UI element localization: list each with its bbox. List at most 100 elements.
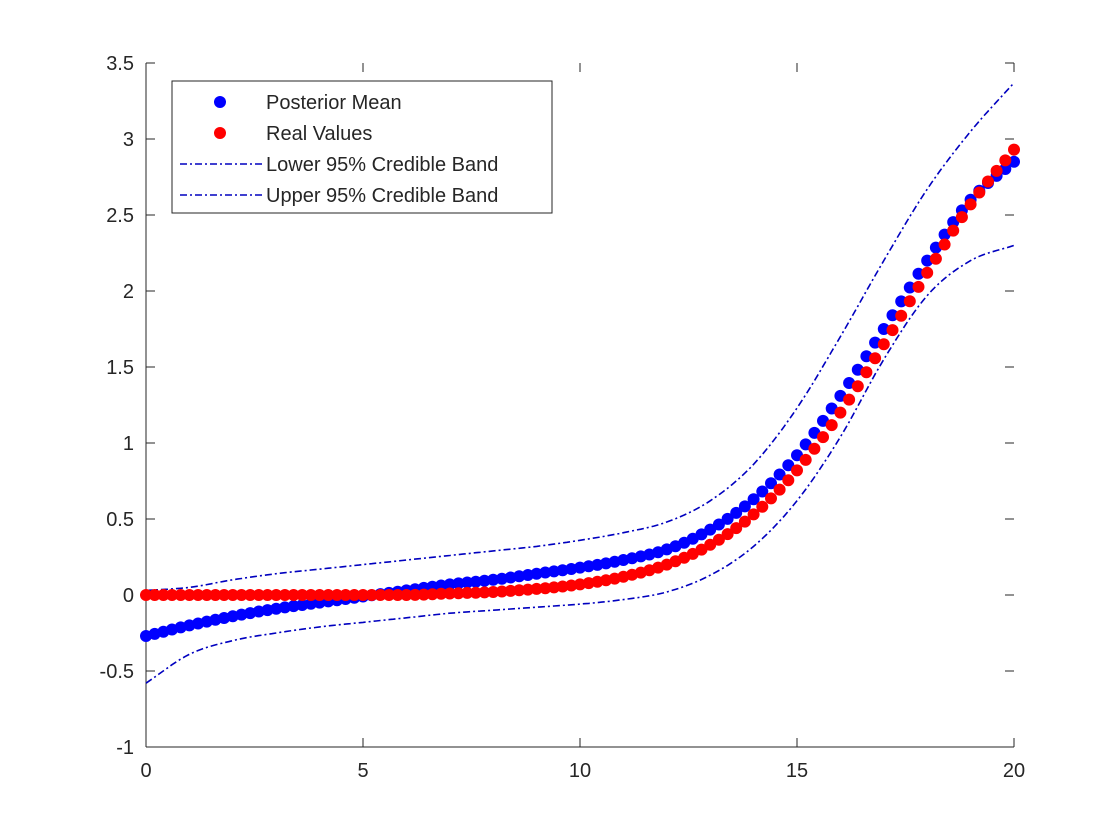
- data-point: [964, 198, 977, 211]
- y-tick-label: 1: [123, 433, 134, 455]
- data-point: [738, 515, 751, 528]
- data-point: [730, 506, 743, 519]
- data-point: [426, 588, 439, 601]
- data-point: [773, 483, 786, 496]
- data-point: [539, 582, 552, 595]
- data-point: [296, 589, 309, 601]
- legend-item: Lower 95% Credible Band: [180, 154, 498, 176]
- series-lower-95-credible-band: [145, 244, 1015, 684]
- x-tick-label: 0: [140, 760, 151, 782]
- data-point: [348, 589, 361, 601]
- data-point: [895, 295, 908, 308]
- data-point: [721, 528, 734, 541]
- data-point: [565, 579, 578, 592]
- data-point: [409, 588, 422, 601]
- data-point: [304, 589, 317, 601]
- data-point: [799, 453, 812, 466]
- series-layer: [140, 82, 1020, 684]
- data-point: [244, 589, 257, 601]
- data-point: [391, 589, 404, 601]
- x-tick-label: 5: [357, 760, 368, 782]
- data-point: [738, 500, 751, 513]
- data-point: [461, 586, 474, 599]
- data-point: [539, 566, 552, 579]
- legend-label: Lower 95% Credible Band: [266, 154, 498, 176]
- data-point: [903, 281, 916, 294]
- y-tick-label: 0: [123, 585, 134, 607]
- data-point: [556, 580, 569, 593]
- data-point: [443, 578, 456, 591]
- y-tick-label: 2.5: [106, 205, 134, 227]
- data-point: [947, 216, 960, 229]
- data-point: [973, 186, 986, 199]
- x-axis-ticks: 0 5 10 15 20: [140, 63, 1025, 782]
- data-point: [704, 538, 717, 551]
- data-point: [504, 584, 517, 597]
- legend-label: Posterior Mean: [266, 92, 402, 114]
- data-point: [869, 352, 882, 365]
- data-point: [721, 512, 734, 525]
- data-point: [487, 586, 500, 598]
- legend-marker-swatch: [214, 96, 226, 108]
- data-point: [834, 406, 847, 419]
- data-point: [495, 585, 508, 598]
- data-point: [192, 589, 205, 601]
- data-point: [513, 584, 526, 597]
- data-point: [912, 280, 925, 293]
- y-tick-label: 3.5: [106, 53, 134, 75]
- data-point: [469, 586, 482, 599]
- data-point: [999, 154, 1012, 167]
- data-point: [148, 589, 161, 601]
- data-point: [895, 309, 908, 322]
- x-tick-label: 20: [1003, 760, 1025, 782]
- legend-label: Real Values: [266, 123, 372, 145]
- data-point: [252, 589, 265, 601]
- legend-marker-swatch: [214, 127, 226, 139]
- data-point: [1008, 143, 1020, 156]
- data-point: [712, 533, 725, 546]
- data-point: [461, 576, 474, 589]
- data-point: [782, 474, 795, 487]
- data-point: [765, 492, 777, 505]
- data-point: [357, 589, 369, 601]
- data-point: [200, 589, 213, 601]
- data-point: [218, 589, 231, 601]
- data-point: [140, 589, 152, 601]
- data-point: [157, 589, 170, 601]
- series-line: [145, 244, 1015, 684]
- legend-label: Upper 95% Credible Band: [266, 185, 498, 207]
- data-point: [287, 589, 300, 601]
- data-point: [747, 493, 760, 506]
- data-point: [955, 211, 968, 224]
- data-point: [417, 588, 430, 601]
- y-tick-label: 1.5: [106, 357, 134, 379]
- data-point: [322, 589, 335, 601]
- data-point: [278, 589, 291, 601]
- legend-item: Upper 95% Credible Band: [180, 185, 498, 207]
- data-point: [947, 224, 960, 237]
- data-point: [478, 586, 491, 599]
- data-point: [521, 583, 534, 596]
- data-point: [912, 267, 925, 280]
- data-point: [843, 393, 856, 406]
- data-point: [765, 477, 777, 490]
- data-point: [782, 459, 795, 472]
- data-point: [851, 380, 864, 393]
- legend-box: [171, 80, 553, 214]
- data-point: [938, 238, 951, 251]
- legend-item: Posterior Mean: [214, 92, 402, 114]
- legend-item: Real Values: [214, 123, 372, 145]
- data-point: [331, 589, 343, 601]
- data-point: [530, 582, 543, 595]
- data-point: [990, 164, 1003, 177]
- x-tick-label: 15: [786, 760, 808, 782]
- data-point: [166, 589, 178, 601]
- data-point: [877, 338, 890, 351]
- data-point: [704, 523, 717, 536]
- data-point: [174, 589, 187, 601]
- data-point: [261, 589, 274, 601]
- data-point: [478, 574, 491, 587]
- data-point: [435, 587, 448, 600]
- data-point: [400, 589, 413, 601]
- data-point: [226, 589, 239, 601]
